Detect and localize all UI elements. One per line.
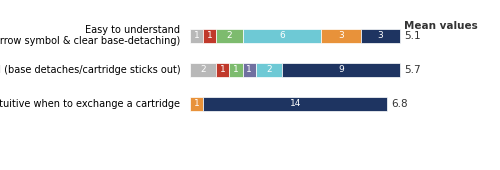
Bar (242, 29, 322, 43)
Bar (190, 29, 203, 43)
Bar (190, 63, 216, 77)
Bar (190, 97, 203, 111)
Text: 1: 1 (233, 65, 239, 74)
Bar (216, 29, 242, 43)
Text: 2: 2 (226, 31, 232, 40)
Bar (242, 63, 256, 77)
Text: 3: 3 (338, 31, 344, 40)
Bar (203, 97, 387, 111)
Text: 1: 1 (194, 99, 200, 108)
Bar (216, 63, 230, 77)
Text: 5.7: 5.7 (404, 65, 421, 75)
Text: 1: 1 (194, 31, 200, 40)
Bar (256, 63, 282, 77)
Text: Mean values: Mean values (404, 21, 478, 31)
Text: 9: 9 (338, 65, 344, 74)
Text: 3: 3 (378, 31, 384, 40)
Text: 6.8: 6.8 (391, 99, 407, 109)
Text: 1: 1 (246, 65, 252, 74)
Text: 14: 14 (290, 99, 301, 108)
Text: 6: 6 (279, 31, 285, 40)
Bar (230, 63, 242, 77)
Text: 1: 1 (207, 31, 212, 40)
Bar (361, 29, 401, 43)
Text: 5.1: 5.1 (404, 31, 421, 41)
Text: 1: 1 (220, 65, 226, 74)
Bar (322, 29, 361, 43)
Bar (282, 63, 401, 77)
Bar (203, 29, 216, 43)
Text: 2: 2 (266, 65, 272, 74)
Text: 2: 2 (200, 65, 206, 74)
